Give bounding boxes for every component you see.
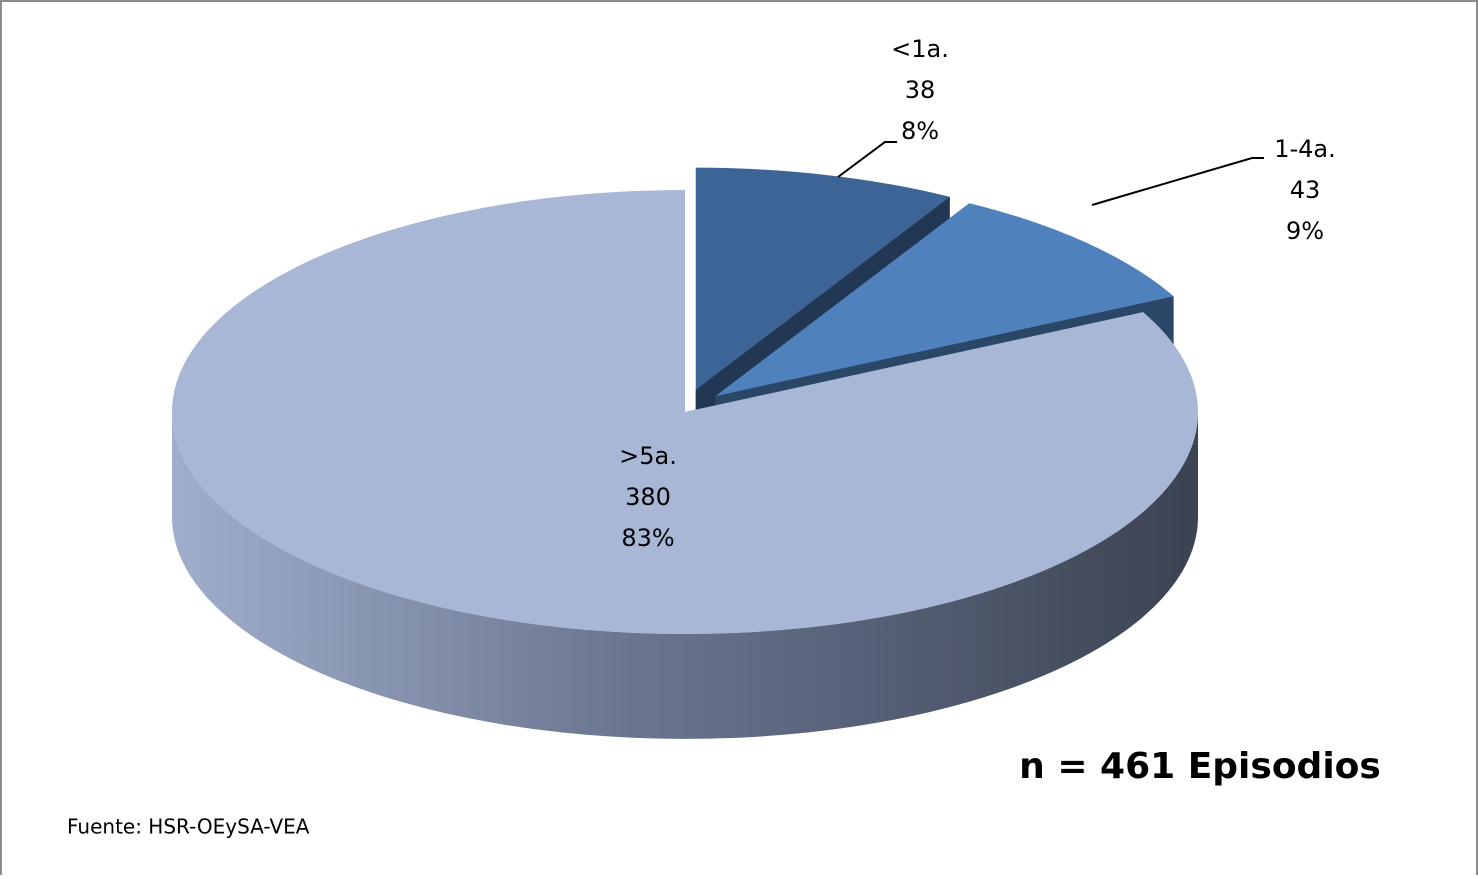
slice-label-value: 38 — [905, 76, 936, 104]
source-note: Fuente: HSR-OEySA-VEA — [67, 815, 310, 839]
slice-label-value: 43 — [1290, 176, 1321, 204]
slice-label-value: 380 — [625, 483, 671, 511]
leader-line — [1091, 157, 1264, 206]
slice — [172, 190, 1199, 635]
slice-label-category: 1-4a. — [1274, 135, 1336, 163]
slice-label-category: >5a. — [619, 442, 677, 470]
slice-side — [172, 412, 1198, 739]
slice-label-percent: 8% — [901, 117, 939, 145]
slice-label-percent: 9% — [1286, 217, 1324, 245]
slice — [695, 167, 950, 390]
annotation: n = 461 Episodios — [1019, 746, 1381, 787]
slice — [715, 203, 1174, 397]
slice-label-percent: 83% — [621, 524, 674, 552]
leader-line — [837, 141, 897, 178]
pie — [172, 167, 1199, 739]
slice-label-category: <1a. — [891, 35, 949, 63]
